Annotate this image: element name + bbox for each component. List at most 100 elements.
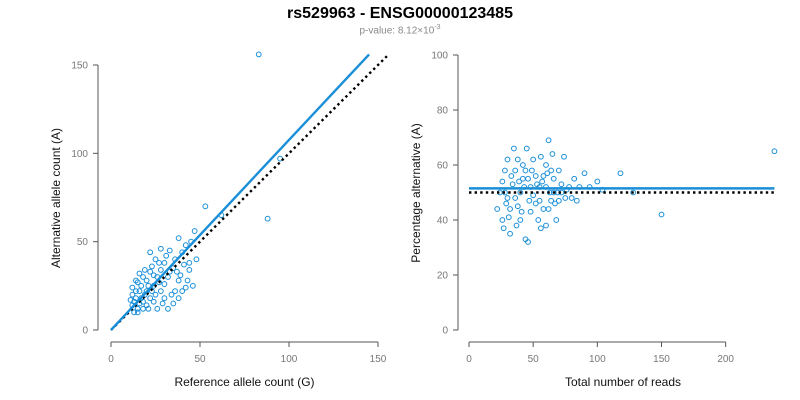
data-point xyxy=(175,235,182,242)
data-point xyxy=(166,268,173,275)
data-point xyxy=(170,265,177,272)
data-point xyxy=(568,195,575,201)
data-point xyxy=(147,295,154,302)
reference-dotted-line xyxy=(110,55,388,331)
data-point xyxy=(552,200,558,207)
data-point xyxy=(277,155,284,162)
data-point xyxy=(145,305,152,312)
data-point xyxy=(140,305,146,312)
data-point xyxy=(181,261,187,268)
x-tick-label: 50 xyxy=(528,354,540,365)
data-point xyxy=(528,167,535,174)
data-point xyxy=(179,288,186,295)
data-point xyxy=(517,189,524,196)
data-point xyxy=(131,309,138,316)
data-point xyxy=(512,167,519,174)
data-point xyxy=(545,206,552,212)
data-point xyxy=(184,277,191,284)
data-point xyxy=(129,284,136,291)
data-point xyxy=(545,137,552,144)
data-point xyxy=(143,277,150,284)
data-point xyxy=(255,51,262,58)
data-point xyxy=(500,225,507,232)
data-point xyxy=(502,189,508,196)
data-point xyxy=(161,295,168,302)
y-axis-title: Percentage alternative (A) xyxy=(409,123,423,262)
data-point xyxy=(502,167,508,174)
y-tick-label: 0 xyxy=(442,326,448,337)
data-point xyxy=(543,162,549,168)
data-point xyxy=(157,245,164,252)
data-point xyxy=(157,288,164,295)
y-tick-label: 100 xyxy=(431,51,448,62)
data-point xyxy=(149,263,155,270)
data-point xyxy=(526,197,533,204)
data-point xyxy=(191,228,198,234)
data-point xyxy=(527,208,534,215)
data-point xyxy=(189,282,196,289)
y-tick-label: 40 xyxy=(437,216,449,227)
data-point xyxy=(530,156,537,163)
data-point xyxy=(550,189,557,196)
data-point xyxy=(514,203,521,210)
data-point xyxy=(165,305,171,312)
data-point xyxy=(134,309,141,316)
data-point xyxy=(168,291,175,298)
data-point xyxy=(136,288,143,295)
x-tick-label: 0 xyxy=(108,354,114,365)
data-point xyxy=(175,277,182,284)
data-point xyxy=(549,151,556,157)
data-point xyxy=(150,272,157,279)
data-point xyxy=(152,291,159,298)
data-point xyxy=(532,173,539,179)
data-point xyxy=(129,291,136,298)
data-point xyxy=(543,222,549,229)
data-point xyxy=(534,181,540,188)
data-point xyxy=(525,175,531,182)
data-point xyxy=(175,295,182,302)
data-point xyxy=(504,195,511,201)
data-point xyxy=(202,203,209,210)
data-point xyxy=(562,195,569,201)
x-tick-label: 0 xyxy=(466,354,472,365)
data-point xyxy=(594,178,601,185)
data-point xyxy=(530,192,537,199)
data-point xyxy=(161,281,168,287)
left-scatter-panel: 0 50 100 150 0 50 100 150 Reference allele count… xyxy=(49,51,388,389)
data-point xyxy=(141,267,148,273)
right-scatter-panel: 0 50 100 150 200 0 20 40 60 80 100 Total number of … xyxy=(409,51,778,389)
data-point xyxy=(514,156,521,163)
data-point xyxy=(523,145,530,152)
pvalue-text: p-value: 8.12×10 xyxy=(359,25,435,37)
data-point xyxy=(507,206,513,212)
data-point xyxy=(170,300,177,307)
data-point xyxy=(264,215,271,222)
x-axis-title: Total number of reads xyxy=(565,375,681,389)
y-tick-label: 60 xyxy=(437,161,449,172)
data-point xyxy=(494,206,501,212)
data-point xyxy=(147,268,154,275)
data-point xyxy=(518,208,525,215)
data-point xyxy=(499,178,506,185)
data-point xyxy=(140,274,146,280)
data-point xyxy=(172,288,178,295)
data-point xyxy=(517,217,524,223)
data-point xyxy=(550,175,557,182)
data-point xyxy=(548,167,555,174)
fit-line xyxy=(110,53,370,331)
data-point xyxy=(512,195,519,201)
y-tick-label: 0 xyxy=(82,326,88,337)
data-point xyxy=(555,167,562,174)
data-point xyxy=(544,170,551,177)
x-tick-label: 200 xyxy=(717,354,734,365)
data-point xyxy=(147,249,154,256)
data-point xyxy=(555,197,562,204)
data-point xyxy=(771,148,778,155)
x-tick-label: 50 xyxy=(194,354,206,365)
chart-subtitle-pvalue: p-value: 8.12×10-3 xyxy=(0,24,800,36)
data-point xyxy=(134,305,141,312)
data-point xyxy=(505,214,512,221)
data-point xyxy=(166,247,173,254)
data-point xyxy=(503,200,510,207)
data-point xyxy=(157,267,164,273)
